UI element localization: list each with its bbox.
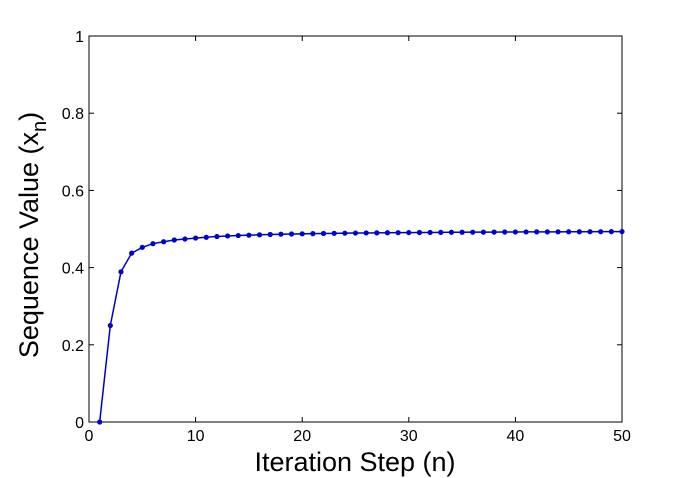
- data-point: [576, 229, 582, 235]
- data-point: [438, 229, 444, 235]
- data-point: [480, 229, 487, 235]
- x-tick-label: 50: [613, 428, 631, 445]
- data-point: [619, 228, 625, 235]
- data-point: [608, 229, 614, 235]
- x-tick-label: 30: [400, 428, 418, 445]
- data-point: [310, 231, 316, 237]
- data-point: [523, 229, 529, 235]
- data-point: [502, 229, 508, 235]
- x-tick-label: 10: [187, 428, 205, 445]
- data-point: [352, 230, 359, 236]
- data-point: [320, 230, 327, 237]
- data-point: [491, 229, 497, 235]
- data-point: [512, 229, 519, 235]
- data-point: [97, 419, 103, 425]
- data-point: [161, 239, 167, 245]
- data-point: [278, 231, 284, 237]
- data-point: [598, 229, 604, 235]
- y-tick-label: 0.8: [62, 106, 84, 123]
- data-point: [363, 230, 369, 236]
- data-point: [203, 234, 209, 240]
- data-point: [129, 250, 135, 256]
- data-point: [544, 229, 550, 235]
- y-axis-label: Sequence Value (xn): [14, 112, 51, 358]
- y-ticks: 0 0.2 0.4 0.6 0.8 1: [62, 29, 622, 432]
- y-tick-label: 0: [75, 415, 84, 432]
- data-point: [448, 229, 455, 235]
- x-tick-label: 40: [507, 428, 525, 445]
- data-point: [470, 229, 476, 235]
- x-tick-label: 20: [293, 428, 311, 445]
- y-tick-label: 0.2: [62, 338, 84, 355]
- data-point: [299, 231, 305, 237]
- data-point: [267, 231, 273, 238]
- y-axis-label-subscript: n: [29, 121, 51, 132]
- y-tick-label: 0.4: [62, 261, 84, 278]
- data-point: [406, 229, 412, 236]
- y-axis-label-group: Sequence Value (xn): [14, 112, 51, 358]
- data-point: [416, 229, 423, 236]
- data-point: [331, 230, 337, 236]
- y-tick-label: 1: [75, 29, 84, 46]
- data-point: [256, 232, 263, 238]
- data-point: [534, 229, 540, 235]
- x-tick-label: 0: [85, 428, 94, 445]
- data-point: [555, 229, 561, 235]
- x-ticks: 0 10 20 30 40 50: [85, 36, 631, 445]
- data-point: [139, 244, 145, 250]
- data-point: [587, 229, 593, 235]
- y-tick-label: 0.6: [62, 183, 84, 200]
- data-point: [171, 237, 177, 243]
- data-point: [118, 269, 124, 275]
- data-point: [214, 233, 220, 240]
- data-point: [107, 322, 113, 329]
- data-point: [246, 232, 252, 238]
- data-point: [384, 230, 391, 236]
- data-point: [395, 230, 401, 236]
- y-axis-label-close: ): [14, 112, 44, 121]
- x-axis-label: Iteration Step (n): [254, 447, 455, 477]
- data-point: [342, 230, 348, 236]
- data-point: [427, 229, 433, 236]
- data-point: [374, 230, 380, 236]
- y-axis-label-main: Sequence Value (x: [14, 131, 44, 358]
- data-point: [459, 229, 465, 235]
- data-point: [150, 241, 156, 247]
- data-point: [224, 233, 231, 239]
- data-point: [182, 236, 188, 242]
- data-point: [193, 235, 199, 241]
- data-point: [288, 231, 295, 237]
- data-point: [235, 232, 241, 239]
- data-point: [566, 229, 572, 235]
- series-layer: [97, 228, 625, 425]
- plot-area: [88, 35, 623, 423]
